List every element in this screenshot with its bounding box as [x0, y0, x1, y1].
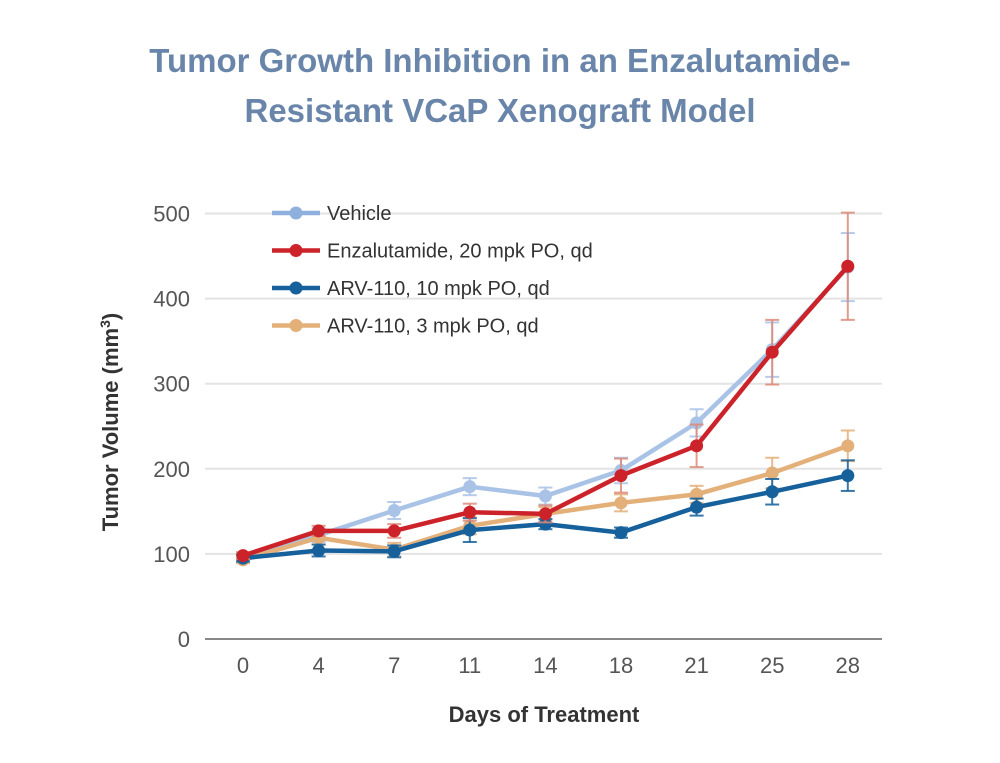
y-tick-labels: 0 100 200 300 400 500 — [153, 202, 190, 653]
data-point — [765, 345, 779, 359]
chart-title-line-2: Resistant VCaP Xenograft Model — [244, 92, 756, 129]
data-point — [690, 500, 704, 514]
chart-title: Tumor Growth Inhibition in an Enzalutami… — [0, 36, 1000, 136]
data-point — [312, 524, 326, 538]
data-point — [538, 489, 552, 503]
data-point — [841, 259, 855, 273]
data-point — [614, 469, 628, 483]
legend-swatch-marker — [289, 206, 303, 220]
series-3 — [236, 211, 855, 563]
y-axis-title-close: ) — [98, 313, 123, 320]
y-axis-title-superscript: 3 — [97, 320, 113, 328]
x-axis-title: Days of Treatment — [449, 702, 640, 727]
x-tick-label: 4 — [312, 653, 324, 678]
data-point — [538, 507, 552, 521]
legend-swatch-marker — [289, 281, 303, 295]
data-point — [312, 543, 326, 557]
data-point — [463, 505, 477, 519]
x-tick-label: 25 — [760, 653, 784, 678]
data-point — [463, 480, 477, 494]
y-axis-title-main: Tumor Volume (mm — [98, 328, 123, 531]
legend-label: ARV-110, 10 mpk PO, qd — [327, 278, 550, 300]
data-point — [765, 485, 779, 499]
x-tick-label: 18 — [609, 653, 633, 678]
data-point — [236, 549, 250, 563]
x-tick-label: 14 — [533, 653, 557, 678]
x-tick-label: 7 — [388, 653, 400, 678]
chart-title-line-1: Tumor Growth Inhibition in an Enzalutami… — [149, 42, 851, 79]
y-axis-title: Tumor Volume (mm3) — [97, 313, 123, 531]
y-tick-label: 100 — [153, 542, 190, 567]
y-tick-label: 400 — [153, 287, 190, 312]
data-point — [614, 496, 628, 510]
data-point — [690, 416, 704, 430]
legend-item: ARV-110, 3 mpk PO, qd — [272, 316, 539, 338]
legend-swatch-marker — [289, 244, 303, 257]
legend: Vehicle Enzalutamide, 20 mpk PO, qd ARV-11… — [272, 203, 593, 338]
y-tick-label: 300 — [153, 372, 190, 397]
y-tick-label: 500 — [153, 202, 190, 227]
x-tick-labels: 0 4 7 11 14 18 21 25 28 — [237, 653, 860, 678]
data-point — [841, 469, 855, 483]
legend-label: Enzalutamide, 20 mpk PO, qd — [327, 241, 593, 263]
x-tick-label: 11 — [458, 653, 481, 678]
data-point — [841, 439, 855, 453]
legend-item: Enzalutamide, 20 mpk PO, qd — [272, 241, 593, 263]
legend-label: Vehicle — [327, 203, 392, 225]
data-point — [387, 524, 401, 538]
legend-item: ARV-110, 10 mpk PO, qd — [272, 278, 550, 300]
x-tick-label: 0 — [237, 653, 249, 678]
gridlines — [205, 212, 882, 555]
legend-item: Vehicle — [272, 203, 392, 225]
legend-swatch-marker — [289, 319, 303, 332]
y-tick-label: 0 — [178, 627, 190, 652]
data-point — [690, 487, 704, 501]
data-point — [538, 517, 552, 531]
series — [236, 211, 855, 567]
x-tick-label: 28 — [836, 653, 860, 678]
x-tick-label: 21 — [684, 653, 708, 678]
legend-label: ARV-110, 3 mpk PO, qd — [327, 316, 539, 338]
data-point — [690, 439, 704, 453]
data-point — [765, 466, 779, 480]
data-point — [387, 503, 401, 517]
data-point — [463, 523, 477, 537]
y-tick-label: 200 — [153, 457, 190, 482]
data-point — [614, 526, 628, 540]
data-point — [387, 544, 401, 558]
